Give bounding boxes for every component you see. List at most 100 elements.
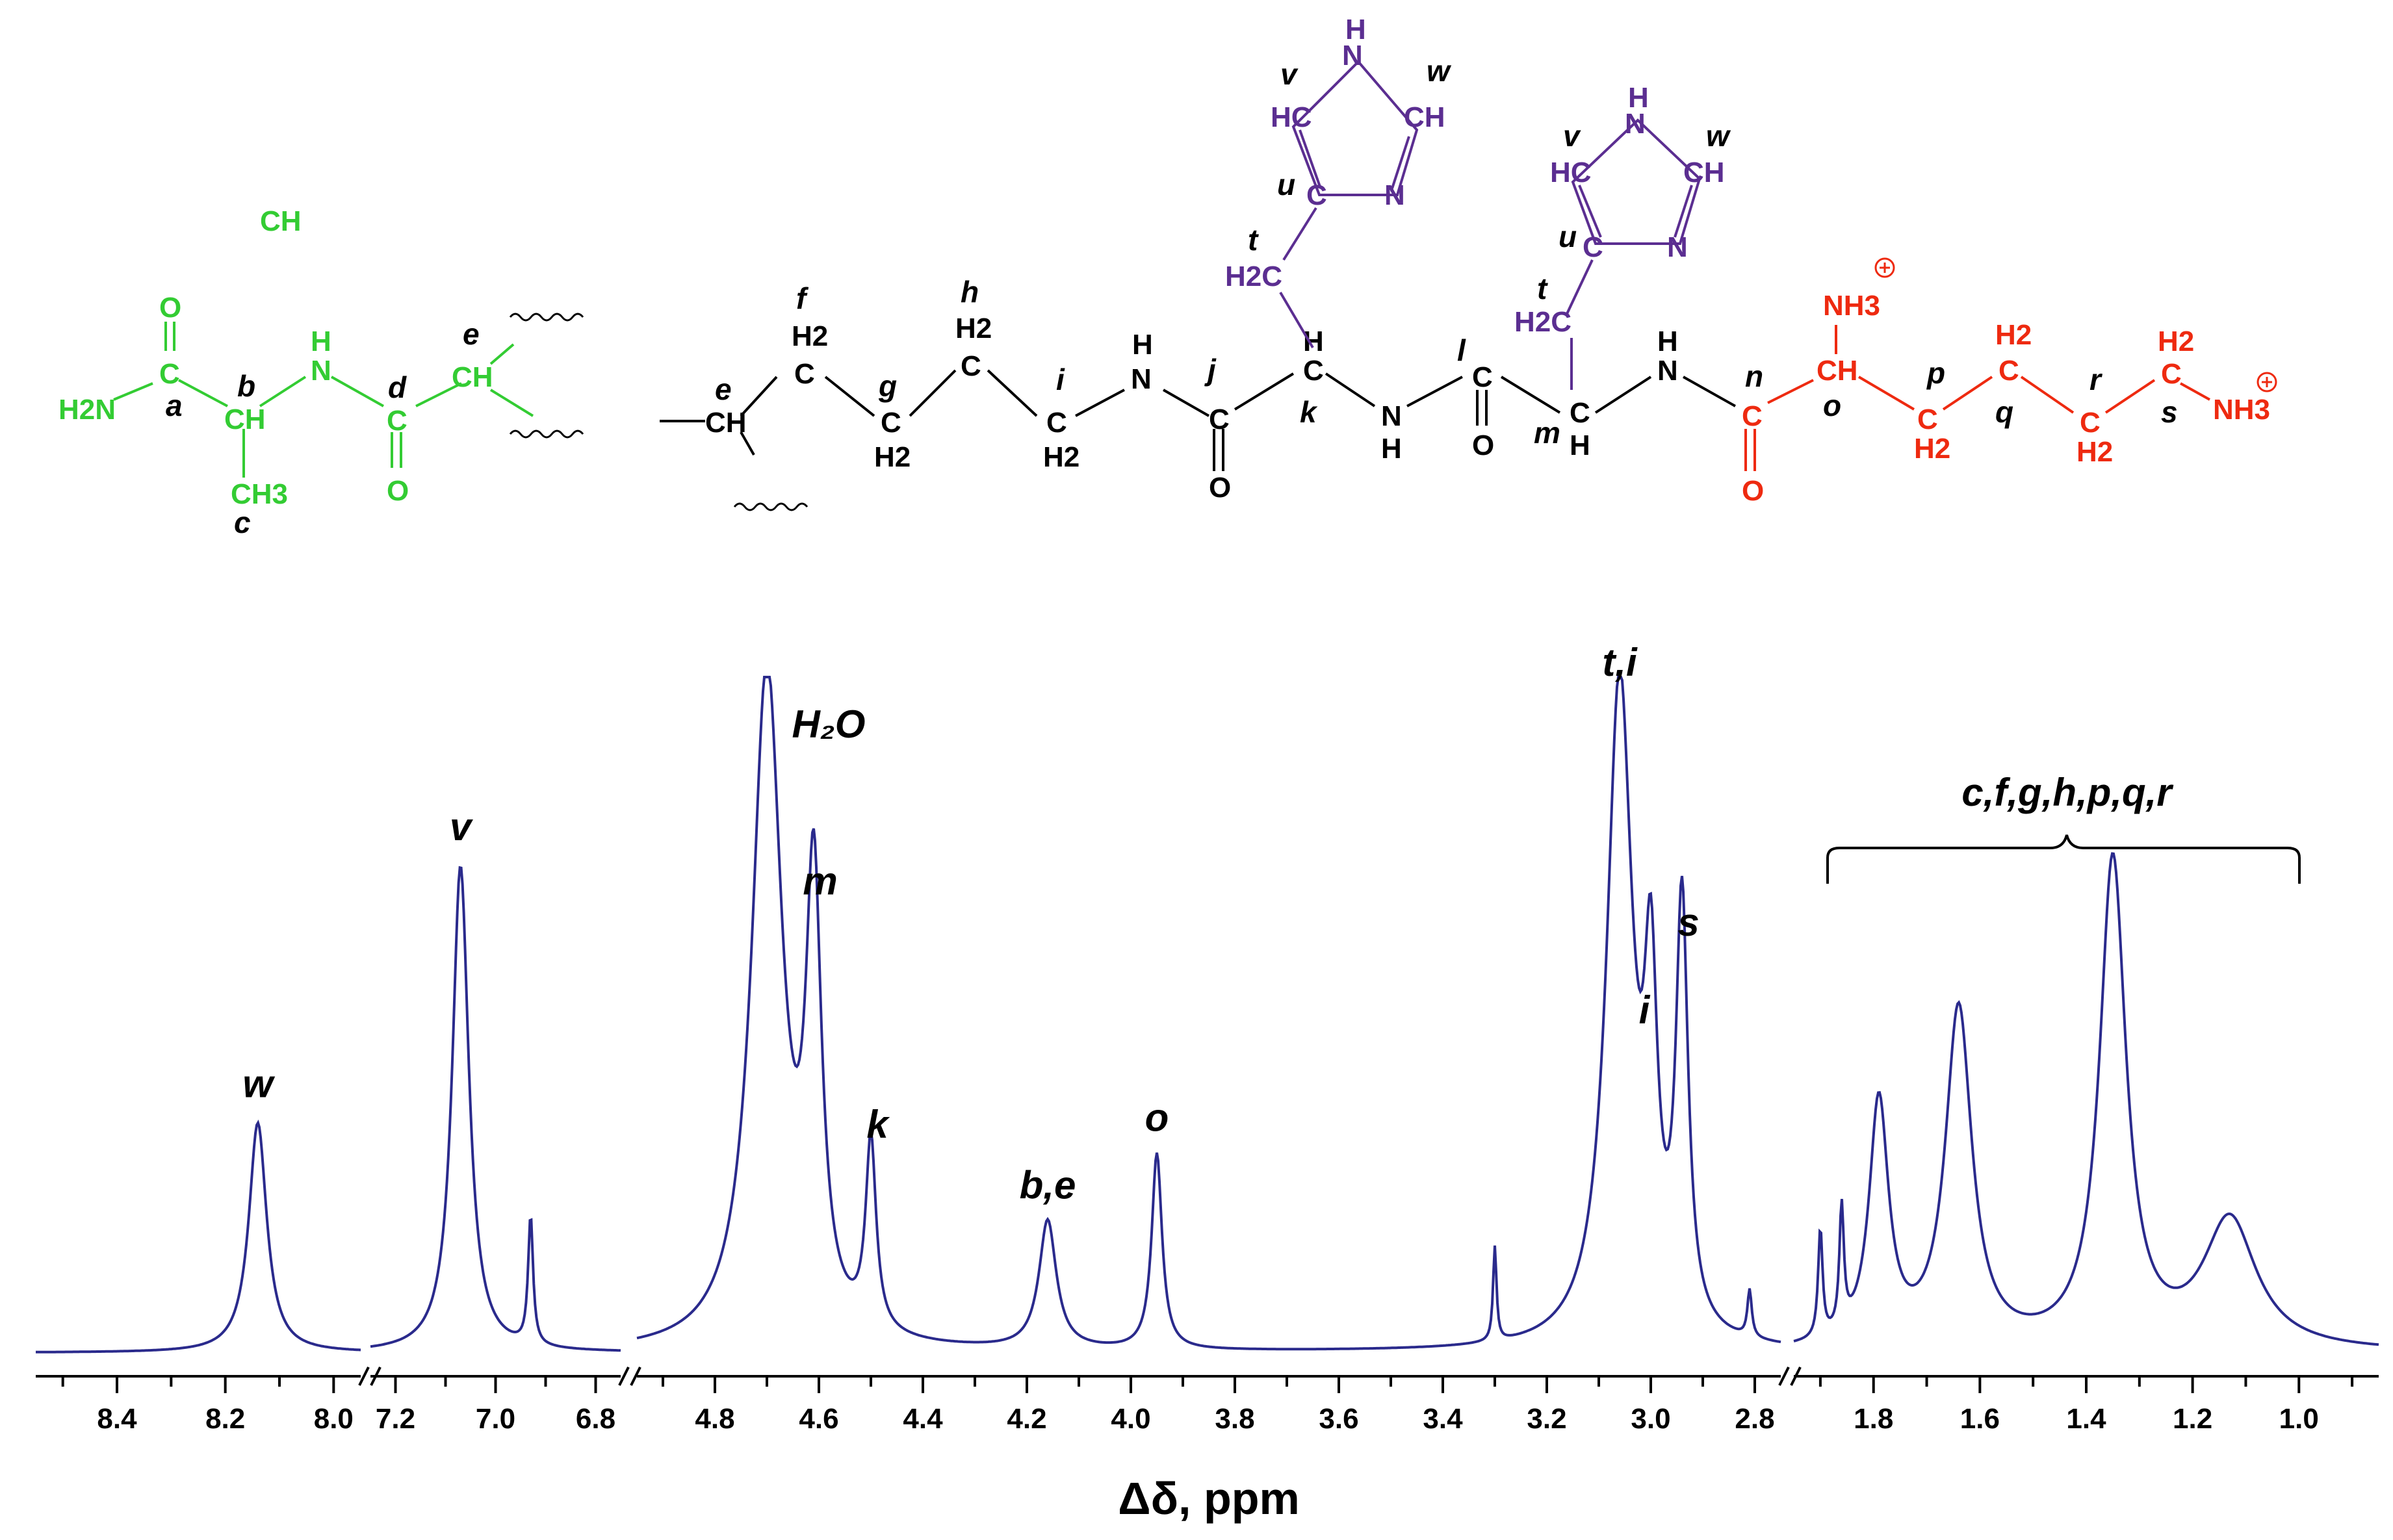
ring-atom: N [1342,40,1363,71]
lysine-atom: H2 [1995,319,2032,351]
green-atom: H2N [58,394,116,426]
x-tick-label: 7.0 [476,1403,515,1435]
x-tick-label: 1.2 [2173,1403,2212,1435]
backbone-atom: H2 [955,313,992,344]
site-letter: j [1204,353,1217,387]
backbone-atom: H2 [792,320,828,352]
ring-atom: N [1384,179,1405,211]
spectrum-trace [1793,852,2379,1346]
x-tick-label: 3.2 [1527,1403,1566,1435]
site-letter: p [1926,356,1945,390]
spectrum-trace [636,676,1781,1351]
lysine-atom: C [2080,407,2101,439]
x-tick-labels: 8.4 8.2 8.0 7.2 7.0 6.8 4.8 4.6 4.4 4.2 4.0 3.8 3.6 3… [97,1403,2318,1435]
ring-atom: HC [1550,157,1592,188]
green-atom: N [311,355,331,387]
backbone-atom: N [1381,400,1402,432]
site-letter: w [1427,54,1452,88]
site-letter: m [1534,416,1560,450]
backbone-atom: C [881,407,901,439]
backbone-atom: H [1570,430,1590,461]
backbone-atom: H2 [874,441,911,473]
backbone-atom: C [1570,397,1590,429]
x-tick-label: 4.0 [1111,1403,1150,1435]
lysine-atom: NH3 [1823,290,1880,322]
ring-atom: CH [1683,157,1725,188]
site-letter: h [961,275,979,309]
x-tick-label: 6.8 [576,1403,615,1435]
histidine-side-chains [1279,60,1701,390]
x-tick-label: 4.6 [799,1403,838,1435]
x-tick-label: 1.4 [2066,1403,2106,1435]
positive-charge-icon [1874,257,1895,278]
backbone-atoms: CH H2 C C H2 H2 C C H2 H N C O H C N H C… [705,313,1678,504]
x-tick-label: 8.4 [97,1403,137,1435]
histidine-atoms: H N HC CH C N H2C H N HC CH C N H2C [1225,14,1725,338]
lysine-atom: H2 [2158,326,2194,357]
ring-atom: H2C [1514,306,1572,338]
lysine-atom: H2 [1914,433,1950,465]
backbone-atom: H [1132,329,1153,361]
ring-atom: HC [1271,101,1312,133]
ring-atom: C [1306,179,1327,211]
site-letter: t [1248,223,1259,257]
backbone-atom: C [961,350,981,382]
lysine-atoms: NH3 C O CH C H2 H2 C C H2 H2 C NH3 [1742,290,2270,507]
backbone-atom: H2 [1043,441,1080,473]
aliphatic-bracket [1826,834,2301,884]
x-axis-label: Δδ, ppm [1118,1473,1299,1524]
lysine-atom: O [1742,475,1764,507]
x-tick-label: 2.8 [1735,1403,1774,1435]
backbone-atom: C [1472,361,1493,393]
backbone-atom: H [1657,326,1678,357]
x-tick-label: 3.8 [1215,1403,1254,1435]
peak-label: c,f,g,h,p,q,r [1961,771,2174,814]
ring-atom: C [1583,231,1603,263]
x-tick-label: 7.2 [376,1403,415,1435]
site-letter: k [1300,395,1318,429]
x-tick-label: 8.2 [205,1403,245,1435]
axis-break-mark [630,1367,641,1386]
polymer-backbone [660,369,1736,471]
lysine-charges [1874,257,2277,392]
site-letter: s [2161,395,2178,429]
nmr-spectrum: 8.4 8.2 8.0 7.2 7.0 6.8 4.8 4.6 4.4 4.2 4.0 3.8 3.6 3… [36,641,2379,1524]
site-letter: d [388,370,407,404]
site-letter: u [1559,220,1577,253]
site-letter: b [237,369,255,403]
wavy-bonds [509,313,808,511]
lysine-atom: C [2161,358,2182,390]
green-atom: CH [260,205,302,237]
x-tick-label: 1.0 [2279,1403,2319,1435]
site-letter: v [1280,57,1299,91]
backbone-atom: O [1472,430,1494,461]
backbone-atom: C [1209,404,1230,435]
spectrum-traces [36,676,2379,1354]
backbone-atom: H [1381,433,1402,465]
peak-label: t,i [1602,641,1638,684]
site-letter: e [463,317,480,351]
ring-atom: H [1628,82,1649,114]
site-letter: v [1563,119,1581,153]
backbone-letters: e f g h i j k l m [715,275,1560,450]
peak-label: v [450,805,474,849]
ring-atom: N [1625,108,1646,140]
backbone-atom: C [1303,355,1324,387]
x-tick-label: 4.2 [1007,1403,1046,1435]
backbone-atom: C [794,358,815,390]
peak-labels: w v H₂O m k b,e o t,i i s c,f,g,h,p,q,r [242,641,2174,1207]
x-tick-label: 3.6 [1319,1403,1358,1435]
lysine-atom: C [1998,355,2019,387]
lysine-letters: n o p q r s [1745,356,2178,429]
alanine-amide-letters: a b d e c [166,317,480,539]
x-tick-label: 1.8 [1854,1403,1893,1435]
backbone-atom: N [1657,355,1678,387]
spectrum-trace [36,1120,361,1354]
backbone-atom: H [1303,326,1324,357]
green-atom: C [387,405,407,437]
site-letter: i [1056,363,1065,396]
green-atom: O [387,475,409,507]
backbone-atom: O [1209,472,1231,504]
histidine-letters: v w u t v w u t [1248,54,1731,305]
peak-label: w [242,1062,275,1105]
